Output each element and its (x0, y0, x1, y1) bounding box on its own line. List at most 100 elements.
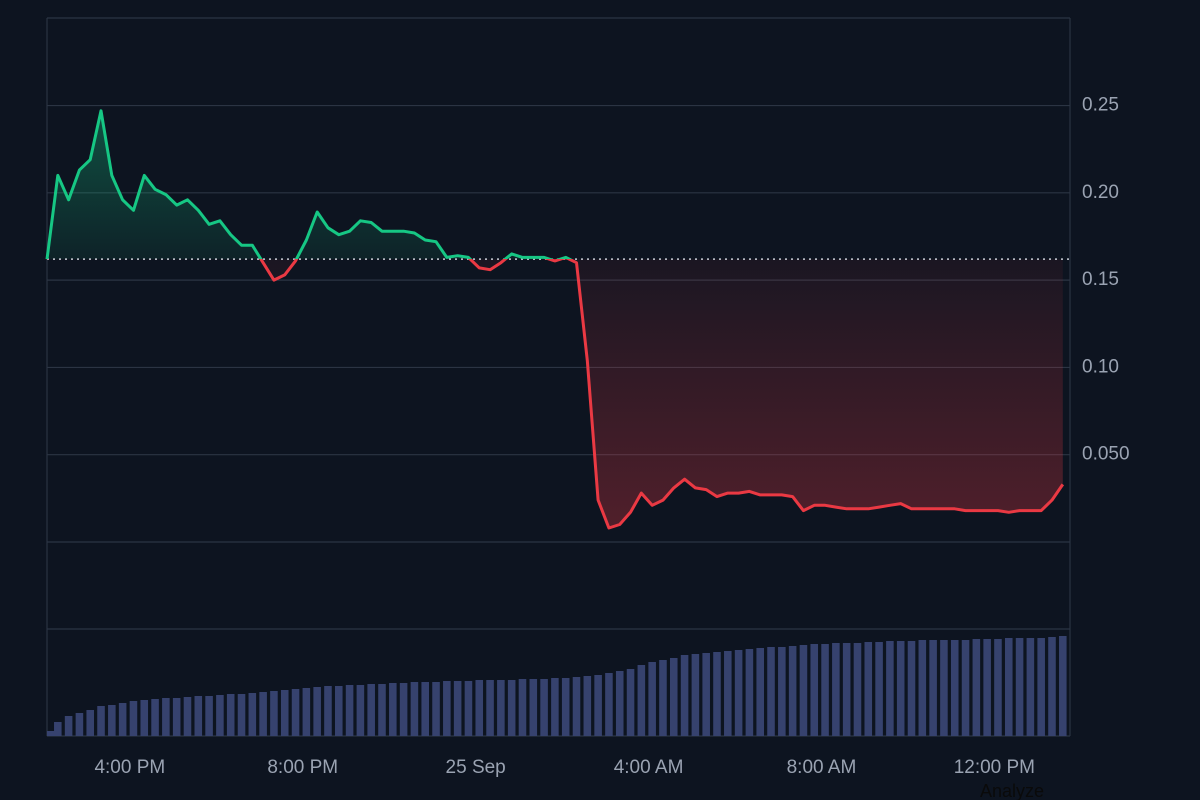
volume-bar (972, 639, 981, 736)
analyze-button[interactable]: Analyze (980, 781, 1044, 800)
volume-bar (691, 654, 700, 736)
volume-bar (961, 640, 970, 736)
volume-bar (529, 679, 538, 736)
x-tick-label: 4:00 PM (94, 757, 165, 778)
price-line (45, 109, 1065, 530)
volume-bar (226, 694, 235, 736)
volume-bar (270, 691, 278, 736)
volume-bar (75, 713, 84, 736)
volume-bar (896, 641, 905, 736)
volume-bar (886, 641, 894, 736)
x-tick-label: 12:00 PM (954, 757, 1035, 778)
volume-bar (1004, 638, 1013, 736)
x-tick-label: 25 Sep (446, 757, 506, 778)
volume-bar (669, 658, 678, 736)
volume-bar (724, 651, 732, 736)
volume-bar (367, 684, 375, 736)
volume-bar (507, 680, 516, 736)
volume-bar (280, 690, 289, 736)
volume-bar (421, 682, 430, 736)
volume-bar (47, 731, 55, 736)
volume-bar (551, 678, 559, 736)
volume-bar (334, 686, 343, 736)
volume-bar (313, 687, 321, 736)
price-area (47, 110, 1063, 529)
volume-bar (864, 642, 873, 736)
volume-bar (605, 673, 613, 736)
volume-bar (1026, 638, 1035, 736)
volume-bar (875, 642, 883, 736)
y-tick-label: 0.050 (1082, 444, 1130, 465)
volume-bar (734, 650, 743, 736)
volume-bar (983, 639, 991, 736)
volume-bar (918, 640, 927, 736)
volume-bar (302, 688, 311, 736)
volume-bar (410, 682, 419, 736)
volume-bar (702, 653, 710, 736)
volume-bar (172, 698, 181, 736)
volume-bar (291, 689, 300, 736)
volume-bar (151, 699, 159, 736)
volume-bar (842, 643, 851, 736)
volume-bar (659, 660, 667, 736)
volume-bar (626, 669, 635, 736)
volume-bar (183, 697, 192, 736)
volume-bar (345, 685, 354, 736)
volume-bar (778, 647, 786, 736)
volume-bar (475, 680, 484, 736)
volume-bar (637, 665, 646, 736)
volume-bar (788, 646, 797, 736)
x-tick-label: 4:00 AM (614, 757, 684, 778)
volume-bar (486, 680, 494, 736)
volume-bar (1015, 638, 1024, 736)
volume-bar (1048, 637, 1056, 736)
volume-bar (118, 703, 127, 736)
volume-bar (194, 696, 203, 736)
volume-bar (453, 681, 462, 736)
volume-bar (162, 698, 170, 736)
volume-bar (950, 640, 959, 736)
volume-bar (540, 679, 548, 736)
volume-bar (832, 643, 840, 736)
volume-bar (810, 644, 819, 736)
x-tick-label: 8:00 AM (787, 757, 857, 778)
volume-bar (443, 681, 451, 736)
volume-bar (799, 645, 808, 736)
volume-bar (583, 676, 592, 736)
volume-bar (940, 640, 948, 736)
volume-bar (1037, 638, 1045, 736)
volume-bar (205, 696, 213, 736)
volume-bar (853, 643, 862, 736)
volume-bar (432, 682, 440, 736)
volume-bar (356, 685, 365, 736)
volume-bar (572, 677, 581, 736)
volume-bar (994, 639, 1002, 736)
volume-bar (399, 683, 408, 736)
volume-bar (464, 681, 473, 736)
volume-bar (140, 700, 149, 736)
volume-bar (929, 640, 937, 736)
y-tick-label: 0.20 (1082, 182, 1119, 203)
volume-bar (64, 716, 73, 736)
volume-bar (259, 692, 267, 736)
volume-bar (216, 695, 224, 736)
volume-bar (1059, 636, 1067, 736)
volume-bar (648, 662, 656, 736)
volume-bar (745, 649, 754, 736)
volume-bar (129, 701, 138, 736)
volume-bar (248, 693, 257, 736)
volume-bar (680, 655, 689, 736)
volume-bar (54, 722, 62, 736)
volume-bar (378, 684, 386, 736)
volume-bar (237, 694, 246, 736)
y-tick-label: 0.10 (1082, 356, 1119, 377)
volume-bar (594, 675, 602, 736)
volume-bar (561, 678, 570, 736)
volume-bar (821, 644, 829, 736)
volume-bar (389, 683, 397, 736)
y-tick-label: 0.15 (1082, 269, 1119, 290)
volume-bar (907, 641, 916, 736)
x-tick-label: 8:00 PM (267, 757, 338, 778)
